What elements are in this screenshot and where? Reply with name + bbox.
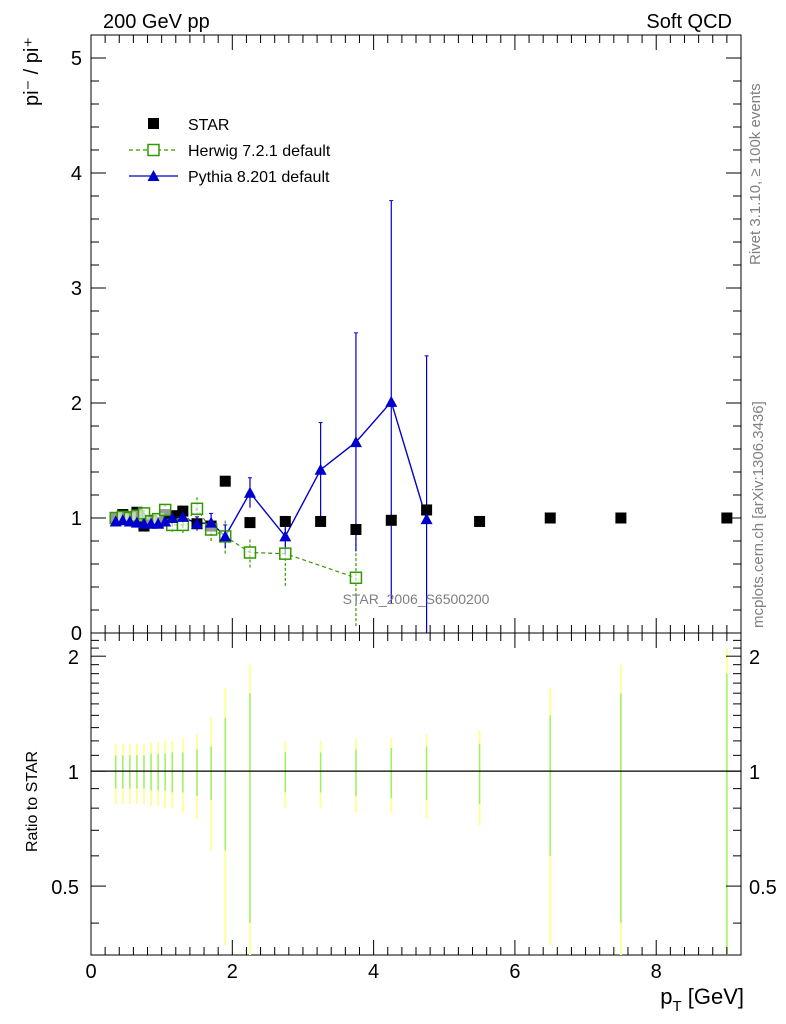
main-series: [109, 200, 733, 633]
legend-herwig-label: Herwig 7.2.1 default: [188, 143, 331, 160]
legend-star-label: STAR: [188, 117, 229, 134]
star-point: [721, 512, 733, 524]
xtick-label: 4: [368, 961, 379, 983]
main-ylabel: pi⁻ / pi⁺: [21, 37, 43, 106]
ratio-bands: [91, 648, 741, 955]
herwig-point: [190, 502, 204, 516]
star-point: [244, 517, 256, 529]
main-ytick-label: 2: [71, 393, 82, 415]
legend-star-marker: [148, 118, 159, 129]
xtick-label: 6: [509, 961, 520, 983]
star-point: [385, 514, 397, 526]
star-point: [615, 512, 627, 524]
star-point: [350, 524, 362, 535]
x-axis-label: pT [GeV]: [660, 984, 744, 1015]
watermark: STAR_2006_S6500200: [343, 591, 490, 607]
star-point: [474, 515, 486, 527]
ratio-ytick-label-right: 1: [749, 762, 760, 784]
ratio-ytick-label: 0.5: [51, 877, 79, 899]
pythia-point: [420, 513, 433, 525]
pythia-point: [279, 530, 292, 542]
main-ytick-label: 1: [71, 508, 82, 530]
main-ytick-label: 5: [71, 48, 82, 70]
ratio-ytick-label: 2: [68, 647, 79, 669]
herwig-point: [349, 571, 363, 585]
header-left: 200 GeV pp: [103, 11, 210, 33]
ratio-frame: [90, 632, 742, 956]
pythia-point: [123, 515, 136, 527]
legend-pythia-label: Pythia 8.201 default: [188, 169, 330, 186]
ratio-ytick-label-right: 0.5: [749, 877, 777, 899]
pythia-point: [243, 486, 256, 498]
pythia-point: [159, 515, 172, 527]
ratio-ytick-label-right: 2: [749, 647, 760, 669]
main-ytick-label: 3: [71, 278, 82, 300]
legend-herwig-marker: [147, 143, 160, 157]
pythia-point: [205, 516, 218, 528]
herwig-point: [158, 503, 172, 517]
pythia-point: [166, 512, 179, 523]
ratio-axis-ticks: 0.5 0.5 1 1 2 2 0 2 4 6 8: [51, 633, 777, 983]
xtick-label: 0: [85, 961, 96, 983]
legend: STAR Herwig 7.2.1 default Pythia 8.201 d…: [129, 117, 331, 186]
pythia-point: [130, 516, 143, 528]
main-ytick-label: 0: [71, 623, 82, 645]
pythia-point: [190, 517, 203, 529]
star-point: [279, 515, 291, 527]
header-right: Soft QCD: [646, 11, 732, 33]
star-point: [315, 515, 327, 527]
main-ytick-label: 4: [71, 163, 82, 185]
ratio-ylabel: Ratio to STAR: [24, 751, 41, 852]
ratio-panel: 0.5 0.5 1 1 2 2 0 2 4 6 8 Ratio to STAR pT [GeV]: [24, 632, 777, 1015]
legend-pythia-marker: [147, 170, 160, 181]
pythia-point: [219, 530, 232, 542]
star-point: [421, 504, 433, 516]
herwig-line: [115, 507, 357, 579]
star-point: [544, 512, 556, 524]
main-panel: pi⁻ / pi⁺ 0 1 2 3 4 5 STAR_2006_S6500200 STAR…: [21, 34, 742, 645]
pythia-point: [116, 514, 129, 526]
pythia-point: [385, 395, 398, 407]
ratio-ytick-label: 1: [68, 762, 79, 784]
rivet-label: Rivet 3.1.10, ≥ 100k events: [747, 83, 764, 265]
pythia-point: [176, 510, 189, 522]
herwig-point: [279, 547, 292, 560]
pythia-point: [349, 436, 362, 448]
main-axis-ticks: 0 1 2 3 4 5: [71, 35, 741, 645]
mcplots-label: mcplots.cern.ch [arXiv:1306.3436]: [750, 401, 767, 628]
star-point: [219, 475, 231, 487]
xtick-label: 8: [651, 961, 662, 983]
xtick-label: 2: [227, 961, 238, 983]
pythia-point: [314, 463, 327, 475]
herwig-point: [243, 546, 257, 559]
